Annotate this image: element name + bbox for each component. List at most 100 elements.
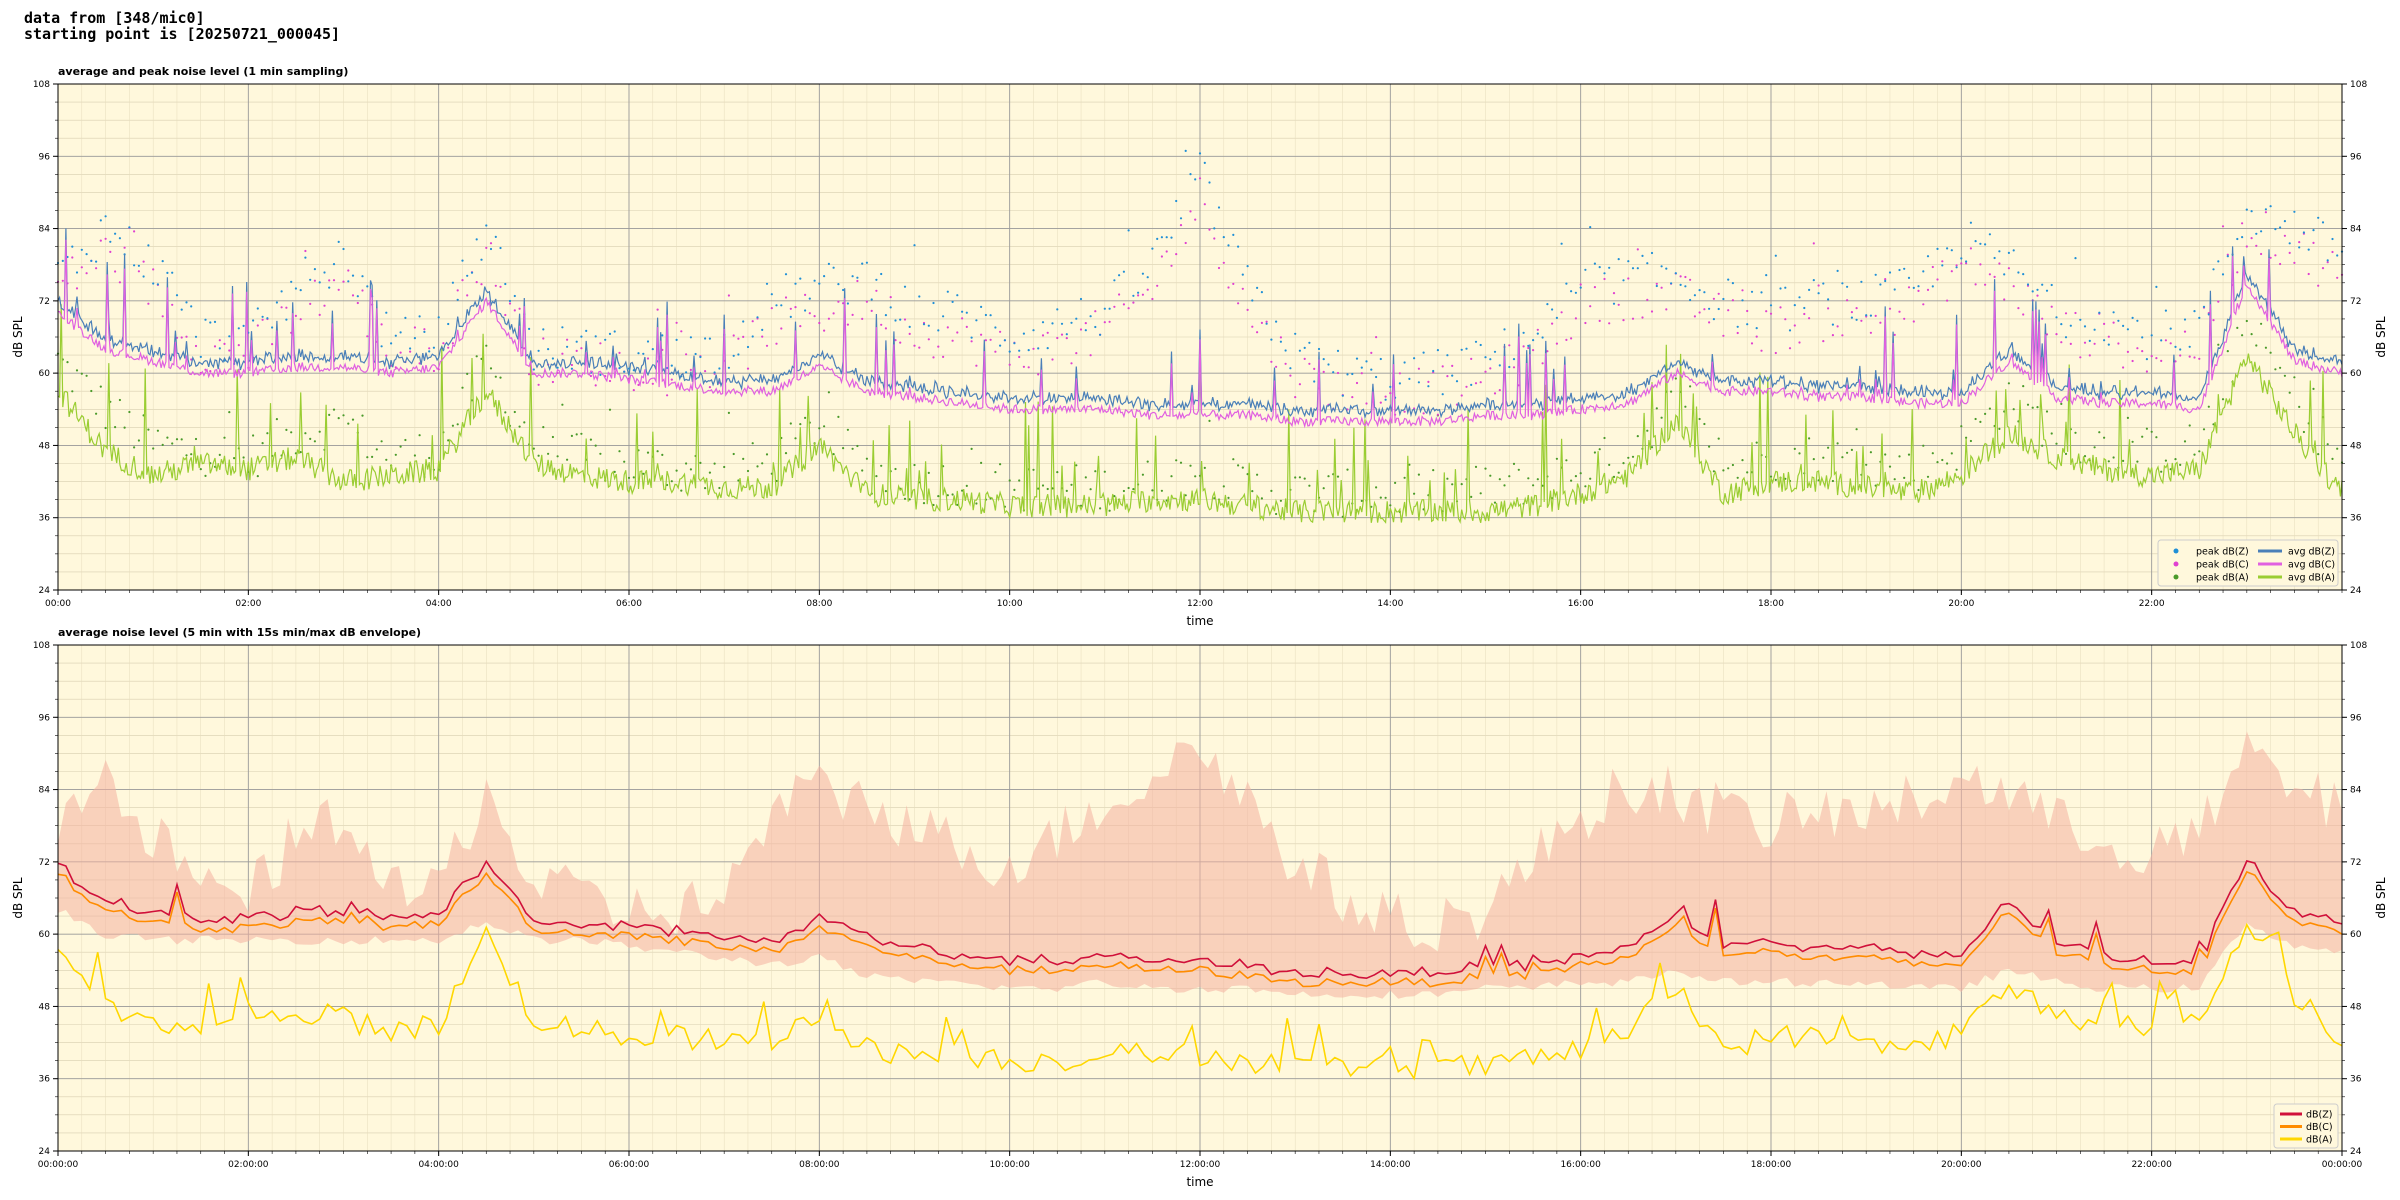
data-point xyxy=(494,235,497,238)
y-tick-label: 84 xyxy=(39,225,51,235)
data-point xyxy=(1322,358,1325,361)
data-point xyxy=(147,302,150,305)
data-point xyxy=(1160,489,1163,492)
data-point xyxy=(261,318,264,321)
data-point xyxy=(385,311,388,314)
data-point xyxy=(832,312,835,315)
data-point xyxy=(1869,331,1872,334)
data-point xyxy=(1931,265,1934,269)
data-point xyxy=(1903,317,1906,320)
y-axis-label-right: dB SPL xyxy=(2374,316,2388,358)
data-point xyxy=(418,434,421,437)
data-point xyxy=(1194,218,1197,221)
y-axis-label: dB SPL xyxy=(11,877,25,919)
data-point xyxy=(2183,440,2187,443)
data-point xyxy=(118,281,121,284)
data-point xyxy=(623,370,626,373)
data-point xyxy=(1465,385,1468,388)
data-point xyxy=(937,329,940,332)
data-point xyxy=(1451,374,1454,377)
data-point xyxy=(742,335,745,338)
data-point xyxy=(922,323,926,326)
data-point xyxy=(746,469,750,473)
data-point xyxy=(2093,328,2096,331)
data-point xyxy=(1322,370,1325,373)
data-point xyxy=(518,425,521,428)
data-point xyxy=(594,384,597,387)
data-point xyxy=(946,494,949,497)
data-point xyxy=(908,325,911,328)
data-point xyxy=(1317,347,1321,351)
data-point xyxy=(1974,240,1977,243)
data-point xyxy=(1617,258,1620,261)
data-point xyxy=(1275,512,1278,516)
data-point xyxy=(1593,451,1596,454)
data-point xyxy=(1917,488,1920,492)
data-point xyxy=(1565,338,1568,341)
data-point xyxy=(746,367,750,370)
data-point xyxy=(580,335,583,338)
data-point xyxy=(1960,257,1963,260)
data-point xyxy=(1084,329,1087,332)
data-point xyxy=(1065,337,1068,340)
data-point xyxy=(1703,308,1706,311)
data-point xyxy=(347,269,350,272)
data-point xyxy=(851,275,854,278)
data-point xyxy=(166,271,169,274)
data-point xyxy=(1641,254,1644,257)
data-point xyxy=(1508,475,1511,478)
data-point xyxy=(242,324,245,327)
data-point xyxy=(2055,442,2058,445)
data-point xyxy=(75,287,79,290)
data-point xyxy=(1855,307,1858,310)
data-point xyxy=(2098,431,2101,434)
data-point xyxy=(965,484,968,487)
data-point xyxy=(899,341,902,344)
data-point xyxy=(1298,476,1301,479)
data-point xyxy=(1888,271,1892,274)
data-point xyxy=(1208,228,1211,231)
data-point xyxy=(323,304,326,307)
data-point xyxy=(518,307,521,310)
data-point xyxy=(699,355,702,359)
data-point xyxy=(1731,463,1734,467)
data-point xyxy=(2241,222,2244,225)
data-point xyxy=(1551,308,1554,311)
data-point xyxy=(880,323,883,326)
data-point xyxy=(889,296,892,299)
data-point xyxy=(1251,299,1254,302)
data-point xyxy=(1841,456,1844,459)
data-point xyxy=(2255,344,2258,347)
data-point xyxy=(1703,291,1706,294)
data-point xyxy=(842,447,845,450)
data-point xyxy=(156,429,159,432)
data-point xyxy=(2145,358,2148,361)
data-point xyxy=(1946,247,1949,250)
data-point xyxy=(1912,320,1915,323)
data-point xyxy=(1779,287,1782,290)
data-point xyxy=(742,457,745,460)
data-point xyxy=(356,301,359,305)
data-point xyxy=(1769,304,1773,307)
data-point xyxy=(1850,316,1853,319)
data-point xyxy=(1712,297,1715,300)
data-point xyxy=(1774,478,1777,481)
data-point xyxy=(2255,232,2258,235)
data-point xyxy=(1903,267,1906,270)
data-point xyxy=(661,453,664,456)
data-point xyxy=(1046,331,1049,334)
data-point xyxy=(694,352,697,356)
data-point xyxy=(161,260,164,263)
data-point xyxy=(118,398,121,402)
data-point xyxy=(2288,242,2291,245)
data-point xyxy=(761,462,764,465)
data-point xyxy=(2198,450,2201,453)
data-point xyxy=(1622,462,1625,465)
data-point xyxy=(114,232,117,235)
x-tick-label: 22:00:00 xyxy=(2131,1160,2172,1170)
data-point xyxy=(318,281,321,284)
data-point xyxy=(975,502,978,505)
data-point xyxy=(775,342,778,345)
data-point xyxy=(1379,401,1382,404)
